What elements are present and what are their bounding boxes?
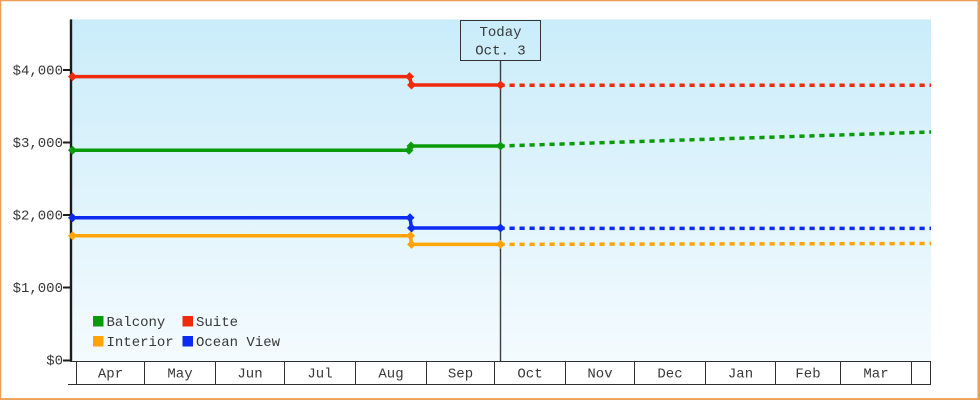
svg-text:Nov: Nov bbox=[587, 367, 612, 383]
svg-text:Ocean View: Ocean View bbox=[196, 335, 281, 351]
svg-text:Dec: Dec bbox=[657, 367, 682, 383]
svg-text:$2,000: $2,000 bbox=[13, 209, 63, 225]
svg-text:$3,000: $3,000 bbox=[13, 136, 63, 152]
svg-text:Jul: Jul bbox=[307, 367, 332, 383]
svg-text:Aug: Aug bbox=[378, 367, 403, 383]
svg-text:Mar: Mar bbox=[863, 367, 888, 383]
svg-text:Oct. 3: Oct. 3 bbox=[475, 43, 525, 59]
svg-text:Apr: Apr bbox=[98, 367, 123, 383]
svg-text:Today: Today bbox=[479, 25, 521, 41]
svg-text:Oct: Oct bbox=[517, 367, 542, 383]
svg-text:Balcony: Balcony bbox=[107, 315, 166, 331]
svg-text:Jan: Jan bbox=[728, 367, 753, 383]
svg-text:Sep: Sep bbox=[448, 367, 473, 383]
svg-text:$1,000: $1,000 bbox=[13, 281, 63, 297]
svg-text:Suite: Suite bbox=[196, 315, 238, 331]
svg-text:$0: $0 bbox=[46, 354, 63, 370]
svg-text:Jun: Jun bbox=[237, 367, 262, 383]
svg-text:May: May bbox=[167, 367, 192, 383]
svg-text:Interior: Interior bbox=[107, 335, 174, 351]
svg-text:Feb: Feb bbox=[795, 367, 820, 383]
svg-text:$4,000: $4,000 bbox=[13, 64, 63, 80]
